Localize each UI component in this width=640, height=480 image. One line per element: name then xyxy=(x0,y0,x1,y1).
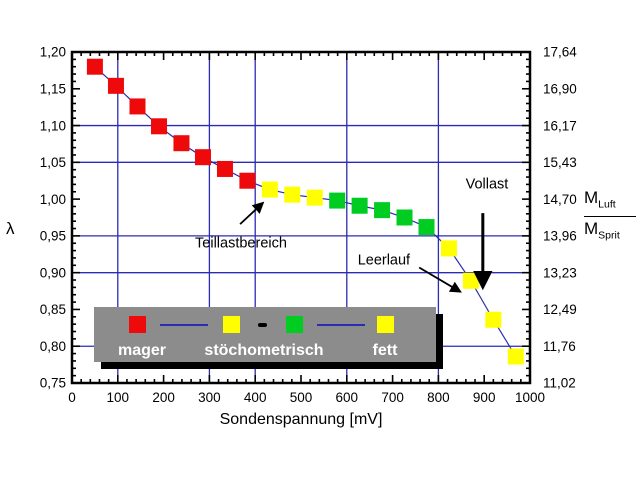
legend-swatch-fett xyxy=(376,316,394,333)
legend-swatch-mager xyxy=(129,316,146,333)
x-tick-label: 800 xyxy=(427,390,450,405)
legend-label-stoechiometrisch: stöchometrisch xyxy=(204,342,324,359)
legend-label-fett: fett xyxy=(372,342,398,359)
right-tick-label: 15,43 xyxy=(543,155,577,170)
data-point-yellow xyxy=(440,240,457,257)
right-tick-label: 11,76 xyxy=(543,339,576,354)
legend-line-1 xyxy=(160,324,208,326)
right-tick-label: 11,02 xyxy=(543,376,576,391)
annotation-arrow xyxy=(239,201,265,225)
data-point-red xyxy=(86,58,103,75)
left-tick-label: 0,95 xyxy=(40,229,66,244)
left-tick-label: 1,05 xyxy=(40,155,66,170)
annotation-text: Leerlauf xyxy=(358,252,411,268)
x-tick-label: 100 xyxy=(107,390,130,405)
data-point-yellow xyxy=(261,181,278,198)
annotations: Teillastbereich Leerlauf Vollast xyxy=(195,177,509,293)
legend-swatch-stoechiometrisch-yellow xyxy=(222,316,240,333)
data-point-green xyxy=(418,219,435,236)
left-tick-label: 1,10 xyxy=(40,118,66,133)
right-tick-label: 16,90 xyxy=(543,81,577,96)
data-point-red xyxy=(129,98,146,115)
data-point-yellow xyxy=(462,272,479,289)
fraction-denominator: MSprit xyxy=(584,219,620,242)
data-point-yellow xyxy=(485,311,502,328)
data-point-green xyxy=(374,202,391,219)
left-tick-label: 1,15 xyxy=(40,81,66,96)
data-point-yellow xyxy=(306,189,323,206)
right-tick-label: 16,17 xyxy=(543,118,577,133)
data-point-red xyxy=(151,118,168,135)
data-point-red xyxy=(216,160,233,177)
data-point-yellow xyxy=(284,186,301,203)
annotation-text: Vollast xyxy=(466,177,509,193)
right-axis-label-fraction: MLuft MSprit xyxy=(584,188,636,246)
right-tick-label: 12,49 xyxy=(543,302,577,317)
right-tick-label: 14,70 xyxy=(543,192,577,207)
legend-line-2 xyxy=(317,324,365,326)
left-tick-label: 0,90 xyxy=(40,265,66,280)
right-tick-label: 13,23 xyxy=(543,265,577,280)
data-points xyxy=(86,58,524,365)
left-tick-label: 0,85 xyxy=(40,302,66,317)
left-tick-label: 0,80 xyxy=(40,339,66,354)
x-tick-label: 400 xyxy=(244,390,267,405)
legend-swatch-stoechiometrisch-green xyxy=(285,316,303,333)
annotation-arrow xyxy=(418,266,462,293)
data-point-red xyxy=(173,135,190,152)
legend-dash-icon xyxy=(258,323,267,327)
fraction-bar xyxy=(584,216,636,218)
x-tick-label: 500 xyxy=(290,390,313,405)
left-tick-label: 0,75 xyxy=(40,376,66,391)
fraction-numerator: MLuft xyxy=(584,188,616,211)
gridlines xyxy=(72,52,530,383)
left-axis-label-lambda: λ xyxy=(6,219,15,238)
x-axis-title: Sondenspannung [mV] xyxy=(219,411,383,428)
legend-label-mager: mager xyxy=(117,342,167,359)
x-tick-label: 700 xyxy=(381,390,404,405)
x-tick-label: 1000 xyxy=(515,390,545,405)
x-tick-label: 0 xyxy=(68,390,76,405)
x-tick-label: 900 xyxy=(473,390,496,405)
data-point-green xyxy=(351,197,368,214)
axis-ticks xyxy=(71,51,531,384)
data-point-green xyxy=(329,192,346,209)
legend-box: mager stöchometrisch fett xyxy=(94,307,436,362)
right-tick-label: 13,96 xyxy=(543,229,577,244)
x-tick-label: 600 xyxy=(336,390,359,405)
tick-labels: 1,20 17,64 1,15 16,90 1,10 16,17 1,05 15,43 1,00… xyxy=(40,45,578,405)
data-point-red xyxy=(107,77,124,94)
left-tick-label: 1,00 xyxy=(40,192,66,207)
x-tick-label: 300 xyxy=(198,390,221,405)
data-point-red xyxy=(194,149,211,166)
data-point-yellow xyxy=(507,348,524,365)
annotation-text: Teillastbereich xyxy=(195,236,287,252)
right-tick-label: 17,64 xyxy=(543,45,577,60)
data-point-red xyxy=(239,172,256,189)
data-point-green xyxy=(396,209,413,226)
x-tick-label: 200 xyxy=(152,390,175,405)
left-tick-label: 1,20 xyxy=(40,45,66,60)
